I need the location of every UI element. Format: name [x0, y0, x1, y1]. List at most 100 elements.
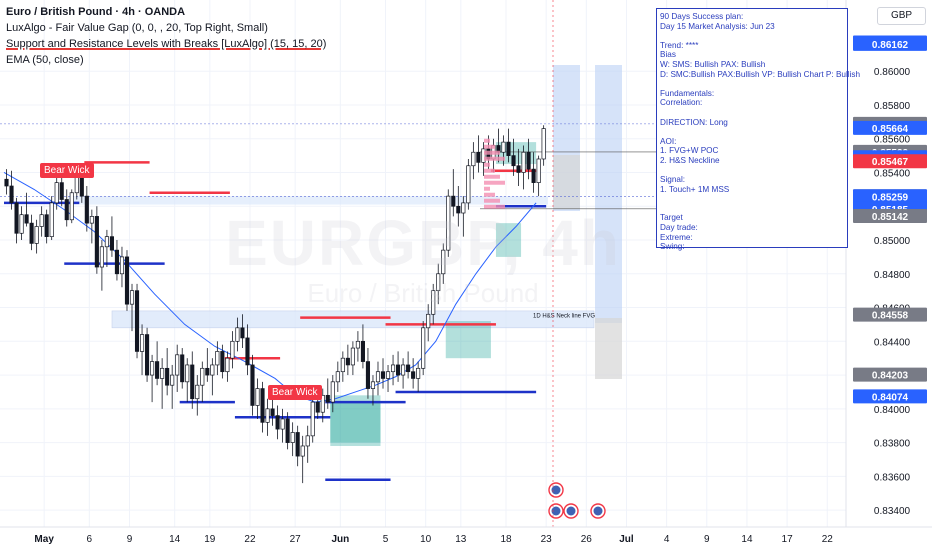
price-label-box[interactable] [853, 120, 927, 135]
candle-body [69, 192, 74, 221]
candle-body [54, 182, 59, 204]
note-line: 90 Days Success plan: [660, 12, 744, 21]
time-tick-label: 26 [581, 534, 593, 545]
analysis-note[interactable]: 90 Days Success plan: Day 15 Market Analy… [656, 8, 861, 251]
price-axis[interactable]: 0.860000.858000.856000.854000.852000.850… [797, 0, 932, 550]
candle-body [134, 290, 140, 352]
candle-body [506, 141, 511, 156]
candle-body [290, 432, 295, 443]
candle-body [355, 340, 360, 349]
time-tick-label: 18 [500, 534, 512, 545]
price-label-value: 0.84558 [872, 311, 909, 322]
candle-body [225, 357, 230, 373]
candle-body [385, 371, 391, 379]
candle-body [24, 214, 29, 224]
neckline-fvg-band [111, 310, 595, 329]
candle-body [265, 408, 270, 423]
candle-body [406, 364, 411, 373]
candle-body [441, 249, 446, 275]
candle-body [64, 199, 69, 221]
indicator-ema[interactable]: EMA (50, close) [6, 54, 84, 66]
volume-profile-bar [484, 138, 490, 143]
candle-body [139, 334, 145, 352]
time-tick-label: May [34, 534, 54, 545]
candle-body [29, 222, 34, 244]
note-line: DIRECTION: Long [660, 117, 728, 127]
price-label-box[interactable] [853, 36, 927, 51]
note-line: Swing: [660, 242, 685, 252]
note-line [660, 79, 844, 89]
indicator-sr-levels[interactable]: Support and Resistance Levels with Break… [6, 38, 327, 50]
note-line [660, 194, 844, 204]
candle-body [235, 327, 240, 342]
bear-wick-label-1: Bear Wick [40, 163, 94, 178]
fvg-zone [495, 223, 522, 257]
price-label-box[interactable] [853, 389, 927, 404]
price-label-box[interactable] [853, 189, 927, 204]
note-line: Day trade: [660, 223, 698, 233]
candle-body [340, 357, 345, 373]
candle-body [401, 364, 406, 376]
candle-body [109, 236, 114, 251]
price-label-box[interactable] [853, 154, 927, 169]
candle-body [260, 388, 265, 423]
time-tick-label: 14 [741, 534, 753, 545]
candle-body [456, 205, 461, 214]
candle-body [14, 202, 19, 234]
candle-body [421, 327, 426, 369]
candle-body [145, 334, 150, 376]
candle-body [461, 202, 466, 214]
price-label-box[interactable] [853, 209, 927, 224]
volume-profile-bar [484, 150, 500, 155]
candle-body [416, 367, 421, 379]
volume-profile-bar [484, 144, 495, 149]
price-label-box[interactable] [853, 307, 927, 322]
volume-profile-bar [484, 192, 495, 197]
fvg-zone [445, 321, 491, 359]
candle-body [84, 195, 89, 224]
price-label-box[interactable] [853, 367, 927, 382]
candle-body [300, 445, 305, 457]
chart-legend: Euro / British Pound · 4h · OANDA LuxAlg… [6, 4, 326, 68]
note-line: 1. FVG+W POC [660, 146, 719, 156]
note-line: Bias [660, 50, 676, 60]
price-label-value: 0.86162 [872, 40, 909, 51]
candle-body [124, 256, 130, 305]
ema-50-line [3, 172, 537, 403]
candle-body [325, 394, 330, 403]
time-axis[interactable]: May 6 9 14 19 22 27 Jun 5 10 13 18 23 26 Jul 4 9 14 17 22 [0, 526, 932, 550]
candle-body [94, 216, 99, 268]
candle-body [89, 216, 94, 224]
candle-body [516, 165, 521, 173]
chart-grid [0, 0, 846, 527]
candles-layer [4, 125, 546, 484]
note-line: Signal: [660, 175, 686, 185]
candle-body [170, 374, 175, 386]
long-position-stop-zone [553, 155, 580, 209]
candle-body [511, 155, 516, 167]
candle-body [114, 249, 120, 275]
note-line [660, 127, 844, 137]
candle-body [190, 364, 195, 400]
note-line: D: SMC:Bullish PAX:Bullish VP: Bullish C… [660, 69, 861, 79]
candle-body [536, 158, 541, 183]
candle-body [165, 367, 170, 386]
indicator-fvg[interactable]: LuxAlgo - Fair Value Gap (0, 0, , 20, To… [6, 22, 268, 34]
price-tick-label: 0.85800 [874, 101, 911, 112]
note-line: Target [660, 213, 683, 223]
currency-button[interactable]: GBP [877, 7, 926, 25]
note-line: Fundamentals: [660, 88, 715, 98]
candle-body [360, 340, 365, 362]
candle-body [59, 182, 64, 200]
candle-body [150, 361, 155, 376]
fvg-zone-low [330, 402, 381, 446]
candle-body [119, 256, 125, 275]
flag-icon [551, 485, 561, 495]
time-tick-label: Jun [331, 534, 349, 545]
candle-body [255, 388, 260, 406]
chart-title[interactable]: Euro / British Pound · 4h · OANDA [6, 6, 186, 18]
candle-body [390, 364, 396, 373]
candle-body [315, 401, 320, 413]
time-tick-label: 22 [822, 534, 834, 545]
